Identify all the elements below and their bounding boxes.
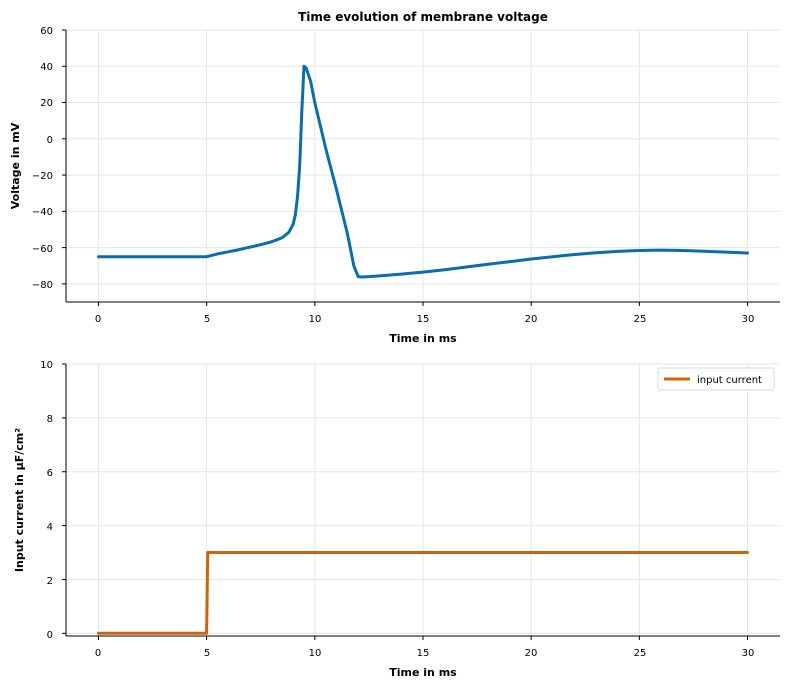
series-line bbox=[97, 64, 749, 279]
y-tick-label: −40 bbox=[32, 207, 53, 218]
series bbox=[97, 551, 749, 635]
x-tick-label: 0 bbox=[95, 648, 101, 659]
y-tick-label: 0 bbox=[47, 135, 53, 146]
x-tick-label: 15 bbox=[417, 314, 430, 325]
x-tick-label: 25 bbox=[634, 314, 647, 325]
x-axis-label: Time in ms bbox=[389, 666, 457, 679]
y-tick-label: −80 bbox=[32, 280, 53, 291]
y-tick-label: 40 bbox=[40, 62, 53, 73]
x-tick-label: 25 bbox=[634, 648, 647, 659]
y-tick-label: 10 bbox=[40, 360, 53, 371]
x-axis-label: Time in ms bbox=[389, 332, 457, 345]
voltage-chart: Time evolution of membrane voltage 0 5 1… bbox=[9, 10, 780, 345]
y-tick-label: 60 bbox=[40, 26, 53, 37]
x-tick-label: 15 bbox=[417, 648, 430, 659]
legend-frame bbox=[657, 367, 775, 391]
chart-title: Time evolution of membrane voltage bbox=[298, 10, 548, 24]
series bbox=[97, 64, 749, 279]
x-tick-label: 20 bbox=[525, 648, 538, 659]
input-current-chart: 0 5 10 15 20 25 30 10 8 6 4 2 0 Time in … bbox=[13, 360, 780, 679]
y-tick-label: 4 bbox=[47, 522, 53, 533]
x-tick-label: 5 bbox=[204, 648, 210, 659]
x-tick-label: 10 bbox=[309, 314, 322, 325]
y-axis-label: Voltage in mV bbox=[9, 122, 22, 209]
series-line bbox=[97, 551, 749, 635]
legend: input current bbox=[657, 367, 775, 391]
x-tick-label: 30 bbox=[742, 648, 755, 659]
x-tick-label: 5 bbox=[204, 314, 210, 325]
x-tick-label: 0 bbox=[95, 314, 101, 325]
tick-labels: 0 5 10 15 20 25 30 60 40 20 0 −20 −40 −6… bbox=[32, 26, 754, 325]
x-tick-label: 30 bbox=[742, 314, 755, 325]
x-tick-label: 10 bbox=[309, 648, 322, 659]
grid bbox=[62, 363, 780, 640]
grid bbox=[62, 29, 780, 306]
y-tick-label: 6 bbox=[47, 468, 53, 479]
legend-entry: input current bbox=[697, 375, 762, 386]
y-tick-label: −60 bbox=[32, 244, 53, 255]
y-axis-label: Input current in μF/cm² bbox=[13, 428, 26, 572]
y-tick-label: 20 bbox=[40, 98, 53, 109]
y-tick-label: −20 bbox=[32, 171, 53, 182]
axes bbox=[65, 364, 780, 637]
axes bbox=[65, 30, 780, 303]
y-tick-label: 8 bbox=[47, 414, 53, 425]
tick-labels: 0 5 10 15 20 25 30 10 8 6 4 2 0 bbox=[40, 360, 754, 659]
y-tick-label: 0 bbox=[47, 630, 53, 641]
x-tick-label: 20 bbox=[525, 314, 538, 325]
y-tick-label: 2 bbox=[47, 576, 53, 587]
